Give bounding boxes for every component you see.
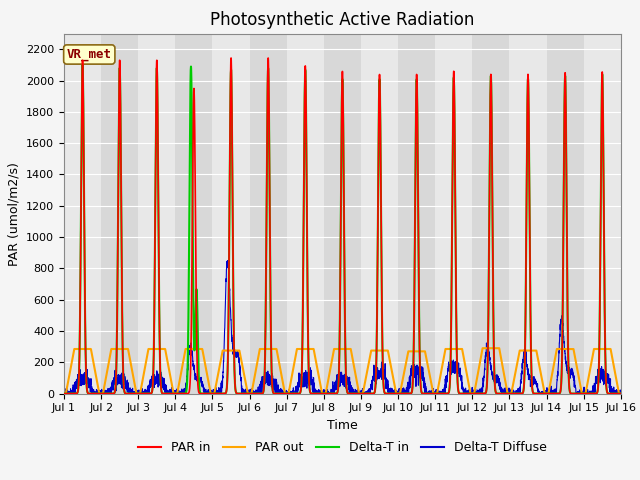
Bar	[361, 34, 398, 394]
Bar	[509, 34, 547, 394]
Bar	[584, 34, 621, 394]
Y-axis label: PAR (umol/m2/s): PAR (umol/m2/s)	[8, 162, 20, 265]
Bar	[101, 34, 138, 394]
Bar	[287, 34, 324, 394]
Bar	[547, 34, 584, 394]
Bar	[398, 34, 435, 394]
Bar	[175, 34, 212, 394]
Bar	[250, 34, 287, 394]
Bar	[212, 34, 250, 394]
Bar	[64, 34, 101, 394]
X-axis label: Time: Time	[327, 419, 358, 432]
Bar	[324, 34, 361, 394]
Title: Photosynthetic Active Radiation: Photosynthetic Active Radiation	[210, 11, 475, 29]
Bar	[435, 34, 472, 394]
Text: VR_met: VR_met	[67, 48, 112, 61]
Legend: PAR in, PAR out, Delta-T in, Delta-T Diffuse: PAR in, PAR out, Delta-T in, Delta-T Dif…	[133, 436, 552, 459]
Bar	[138, 34, 175, 394]
Bar	[472, 34, 509, 394]
